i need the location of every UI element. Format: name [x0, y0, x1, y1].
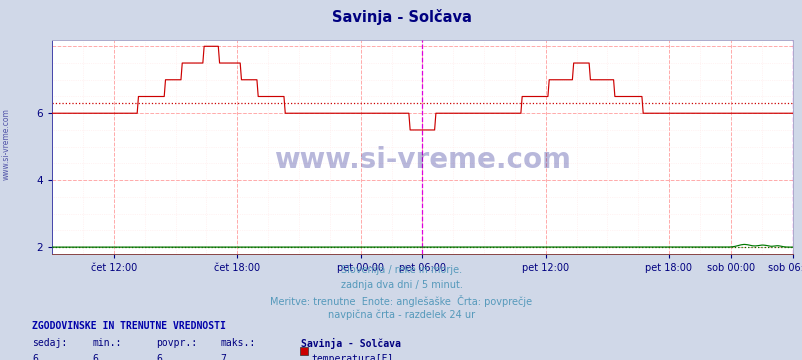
Text: 7: 7 [221, 354, 226, 360]
Text: sedaj:: sedaj: [32, 338, 67, 348]
Text: Savinja - Solčava: Savinja - Solčava [331, 9, 471, 25]
Text: www.si-vreme.com: www.si-vreme.com [2, 108, 11, 180]
Text: ZGODOVINSKE IN TRENUTNE VREDNOSTI: ZGODOVINSKE IN TRENUTNE VREDNOSTI [32, 321, 225, 331]
Text: maks.:: maks.: [221, 338, 256, 348]
Text: www.si-vreme.com: www.si-vreme.com [273, 145, 570, 174]
Text: povpr.:: povpr.: [156, 338, 197, 348]
Text: 6: 6 [32, 354, 38, 360]
Text: zadnja dva dni / 5 minut.: zadnja dva dni / 5 minut. [340, 280, 462, 290]
Text: Savinja - Solčava: Savinja - Solčava [301, 338, 400, 350]
Text: navpična črta - razdelek 24 ur: navpična črta - razdelek 24 ur [327, 310, 475, 320]
Text: temperatura[F]: temperatura[F] [311, 354, 393, 360]
Text: Meritve: trenutne  Enote: anglešaške  Črta: povprečje: Meritve: trenutne Enote: anglešaške Črta… [270, 295, 532, 307]
Text: Slovenija / reke in morje.: Slovenija / reke in morje. [341, 265, 461, 275]
Text: 6: 6 [92, 354, 98, 360]
Text: 6: 6 [156, 354, 162, 360]
Text: min.:: min.: [92, 338, 122, 348]
